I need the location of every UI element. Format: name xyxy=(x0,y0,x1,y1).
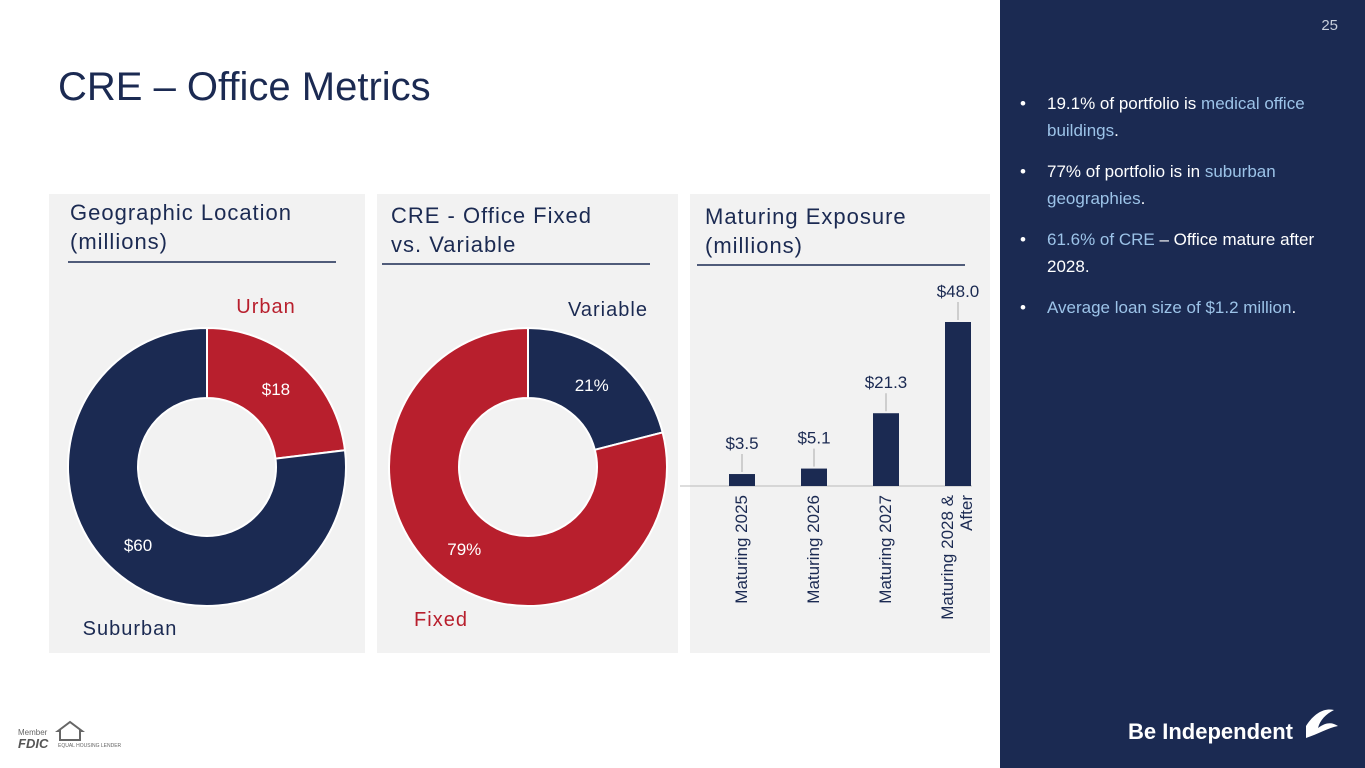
value-label: $3.5 xyxy=(725,434,758,453)
category-label: Urban xyxy=(236,296,295,318)
bullet-text: . xyxy=(1291,298,1297,317)
bullet-text: Average loan size of $1.2 million xyxy=(1047,298,1292,317)
value-label: 79% xyxy=(447,540,481,559)
panel-title: Maturing Exposure (millions) xyxy=(705,204,907,258)
page-number: 25 xyxy=(1321,17,1338,34)
x-tick-label: Maturing 2028 & After xyxy=(938,495,976,620)
bullets: 19.1% of portfolio is medical office bui… xyxy=(1020,90,1320,335)
value-label: $18 xyxy=(262,380,290,399)
bullet: 61.6% of CRE – Office mature after 2028. xyxy=(1020,226,1320,280)
panel-title: CRE - Office Fixed vs. Variable xyxy=(391,203,592,257)
donut-segment xyxy=(527,326,664,452)
value-label: $60 xyxy=(124,536,152,555)
bullet-text: . xyxy=(1114,121,1119,140)
bar xyxy=(729,474,755,486)
bullet-text: 19.1% of portfolio is xyxy=(1047,94,1202,113)
value-label: $48.0 xyxy=(937,282,980,301)
fdic: FDIC xyxy=(18,736,49,751)
donut-segment xyxy=(388,326,668,607)
logo: Be Independent xyxy=(1128,719,1294,744)
panel-title: Geographic Location (millions) xyxy=(70,200,293,254)
category-label: Suburban xyxy=(83,618,178,640)
bullet-text: suburban geographies xyxy=(1047,162,1276,208)
slide-title: CRE – Office Metrics xyxy=(58,65,431,109)
panel xyxy=(690,194,990,653)
bar xyxy=(801,468,827,486)
ehl: EQUAL HOUSING LENDER xyxy=(58,743,122,749)
donut-segment xyxy=(206,326,347,460)
category-label: Fixed xyxy=(414,609,468,631)
x-tick-label: Maturing 2027 xyxy=(876,495,895,604)
bullet: 19.1% of portfolio is medical office bui… xyxy=(1020,90,1320,144)
bar xyxy=(873,413,899,486)
bullet-text: 61.6% of CRE xyxy=(1047,230,1155,249)
x-tick-label: Maturing 2026 xyxy=(804,495,823,604)
category-label: Variable xyxy=(568,299,648,321)
value-label: $21.3 xyxy=(865,373,908,392)
bullet-text: . xyxy=(1140,189,1146,208)
bullet-text: – Office mature after 2028. xyxy=(1047,230,1315,276)
value-label: 21% xyxy=(575,376,609,395)
bullet-text: medical office buildings xyxy=(1047,94,1305,140)
bullet: Average loan size of $1.2 million. xyxy=(1020,294,1320,321)
bar xyxy=(945,322,971,486)
value-label: $5.1 xyxy=(797,429,830,448)
donut-segment xyxy=(67,326,347,607)
fdic-member: Member xyxy=(18,728,48,737)
bullet-text: 77% of portfolio is in xyxy=(1047,162,1205,181)
logo-bird xyxy=(1306,709,1338,738)
fdic-logo: Member FDIC EQUAL HOUSING LENDER xyxy=(18,720,122,751)
x-tick-label: Maturing 2025 xyxy=(732,495,751,604)
bullet: 77% of portfolio is in suburban geograph… xyxy=(1020,158,1320,212)
